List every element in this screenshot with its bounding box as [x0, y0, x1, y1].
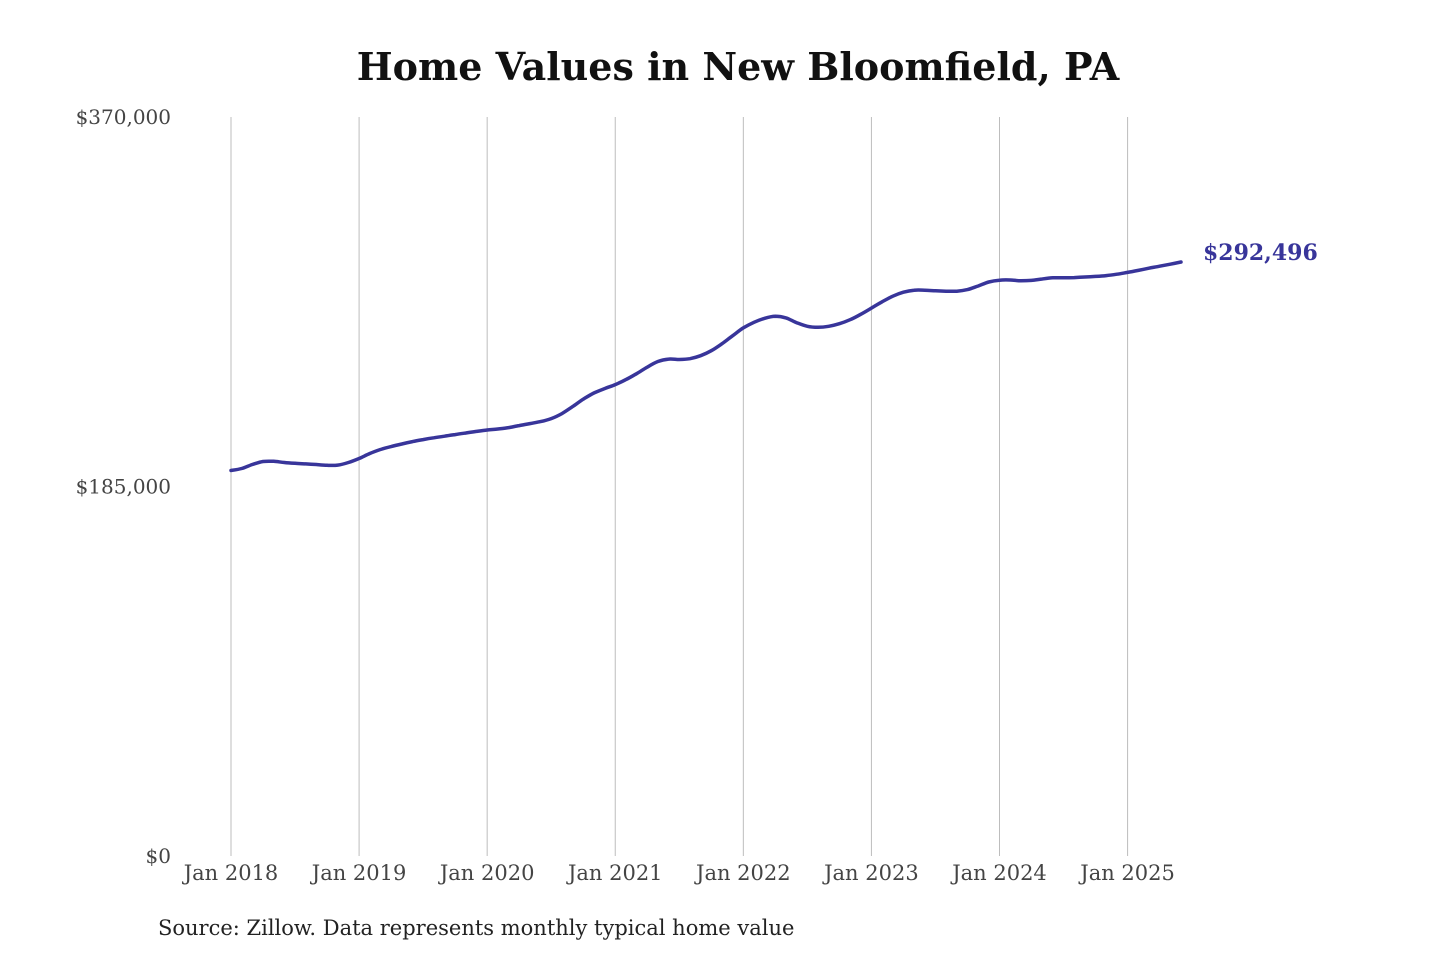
- label-layer: $292,496: [1203, 240, 1318, 266]
- source-note: Source: Zillow. Data represents monthly …: [158, 916, 795, 940]
- x-tick-label: Jan 2024: [950, 861, 1047, 885]
- y-axis: $0 $185,000 $370,000: [76, 105, 171, 868]
- series-layer: [229, 260, 1183, 473]
- chart-title: Home Values in New Bloomfield, PA: [356, 44, 1120, 89]
- y-tick-label: $185,000: [76, 475, 171, 499]
- x-tick-label: Jan 2018: [182, 861, 279, 885]
- x-tick-label: Jan 2025: [1078, 861, 1175, 885]
- x-tick-label: Jan 2020: [438, 861, 535, 885]
- end-value-label: $292,496: [1203, 240, 1318, 266]
- x-axis: Jan 2018 Jan 2019 Jan 2020 Jan 2021 Jan 2022…: [182, 861, 1175, 885]
- x-tick-label: Jan 2019: [310, 861, 407, 885]
- x-tick-label: Jan 2022: [694, 861, 791, 885]
- y-tick-label: $0: [146, 844, 171, 868]
- x-tick-label: Jan 2023: [822, 861, 919, 885]
- series-line: [229, 260, 1183, 473]
- grid-lines: [230, 117, 1129, 856]
- y-tick-label: $370,000: [76, 105, 171, 129]
- x-tick-label: Jan 2021: [566, 861, 663, 885]
